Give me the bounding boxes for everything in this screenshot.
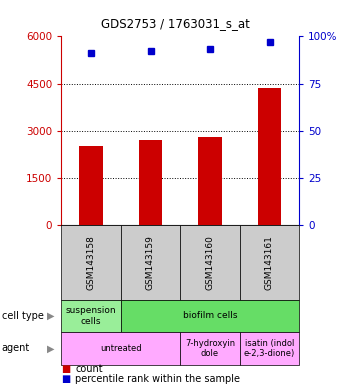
Bar (139, 140, 162, 225)
Text: untreated: untreated (100, 344, 141, 353)
Text: ▶: ▶ (47, 311, 55, 321)
Text: ■: ■ (61, 364, 70, 374)
Bar (79, 146, 103, 225)
Text: GDS2753 / 1763031_s_at: GDS2753 / 1763031_s_at (100, 17, 250, 30)
Text: agent: agent (2, 343, 30, 354)
Bar (198, 137, 222, 225)
Bar (258, 88, 281, 225)
Text: ■: ■ (61, 374, 70, 384)
Text: GSM143160: GSM143160 (205, 235, 215, 290)
Text: suspension
cells: suspension cells (66, 306, 116, 326)
Text: percentile rank within the sample: percentile rank within the sample (75, 374, 240, 384)
Text: isatin (indol
e-2,3-dione): isatin (indol e-2,3-dione) (244, 339, 295, 358)
Text: count: count (75, 364, 103, 374)
Text: GSM143161: GSM143161 (265, 235, 274, 290)
Text: GSM143158: GSM143158 (86, 235, 96, 290)
Text: 7-hydroxyin
dole: 7-hydroxyin dole (185, 339, 235, 358)
Text: ▶: ▶ (47, 343, 55, 354)
Text: biofilm cells: biofilm cells (183, 311, 237, 320)
Text: GSM143159: GSM143159 (146, 235, 155, 290)
Text: cell type: cell type (2, 311, 44, 321)
